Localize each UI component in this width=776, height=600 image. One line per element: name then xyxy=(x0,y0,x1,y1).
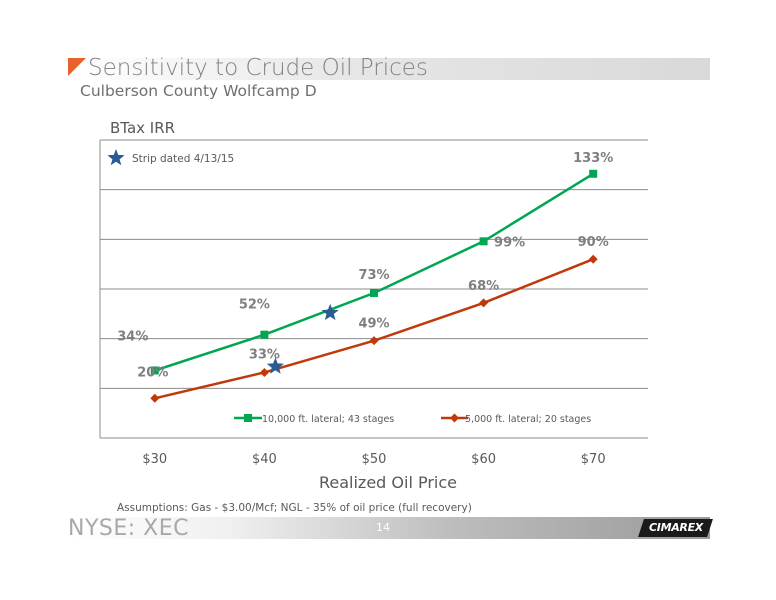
data-point-square xyxy=(479,237,488,246)
legend-marker-square xyxy=(244,414,252,422)
strip-legend-label: Strip dated 4/13/15 xyxy=(132,153,234,165)
data-point-diamond xyxy=(259,367,269,377)
title-accent-triangle xyxy=(68,58,86,76)
data-label: 34% xyxy=(117,329,148,344)
x-tick-label: $70 xyxy=(581,452,606,467)
data-label: 52% xyxy=(239,298,270,313)
strip-legend-star-icon xyxy=(107,149,125,166)
data-label: 49% xyxy=(358,317,389,332)
legend-label: 10,000 ft. lateral; 43 stages xyxy=(262,414,394,425)
slide-title: Sensitivity to Crude Oil Prices xyxy=(88,55,428,81)
data-label: 90% xyxy=(578,235,609,250)
page-number: 14 xyxy=(376,521,390,534)
data-label: 20% xyxy=(137,365,168,380)
data-point-square xyxy=(370,288,378,297)
legend-marker-diamond xyxy=(450,413,459,423)
x-tick-label: $30 xyxy=(142,452,167,467)
x-tick-label: $60 xyxy=(471,452,496,467)
data-point-diamond xyxy=(588,254,598,264)
data-point-square xyxy=(589,169,598,178)
data-point-diamond xyxy=(369,336,379,346)
x-axis-label: Realized Oil Price xyxy=(319,473,457,492)
y-axis-label: BTax IRR xyxy=(110,119,175,137)
title-band xyxy=(68,58,710,80)
x-tick-label: $40 xyxy=(252,452,277,467)
data-point-diamond xyxy=(150,393,160,403)
footer-band xyxy=(68,517,710,539)
data-point-square xyxy=(260,330,269,339)
assumptions-footnote: Assumptions: Gas - $3.00/Mcf; NGL - 35% … xyxy=(117,502,472,514)
data-label: 73% xyxy=(358,268,389,283)
strip-price-star-icon xyxy=(321,303,339,321)
data-point-square xyxy=(150,366,159,375)
company-logo-text: CIMAREX xyxy=(649,521,703,534)
data-label: 68% xyxy=(468,279,499,294)
data-label: 33% xyxy=(249,347,280,362)
legend-label: 5,000 ft. lateral; 20 stages xyxy=(465,414,591,425)
strip-price-star-icon xyxy=(266,357,284,374)
slide-subtitle: Culberson County Wolfcamp D xyxy=(80,82,317,100)
ticker-symbol: NYSE: XEC xyxy=(68,516,189,541)
data-label: 99% xyxy=(494,235,525,250)
data-point-diamond xyxy=(479,298,489,308)
x-tick-label: $50 xyxy=(362,452,387,467)
data-label: 133% xyxy=(573,151,613,166)
